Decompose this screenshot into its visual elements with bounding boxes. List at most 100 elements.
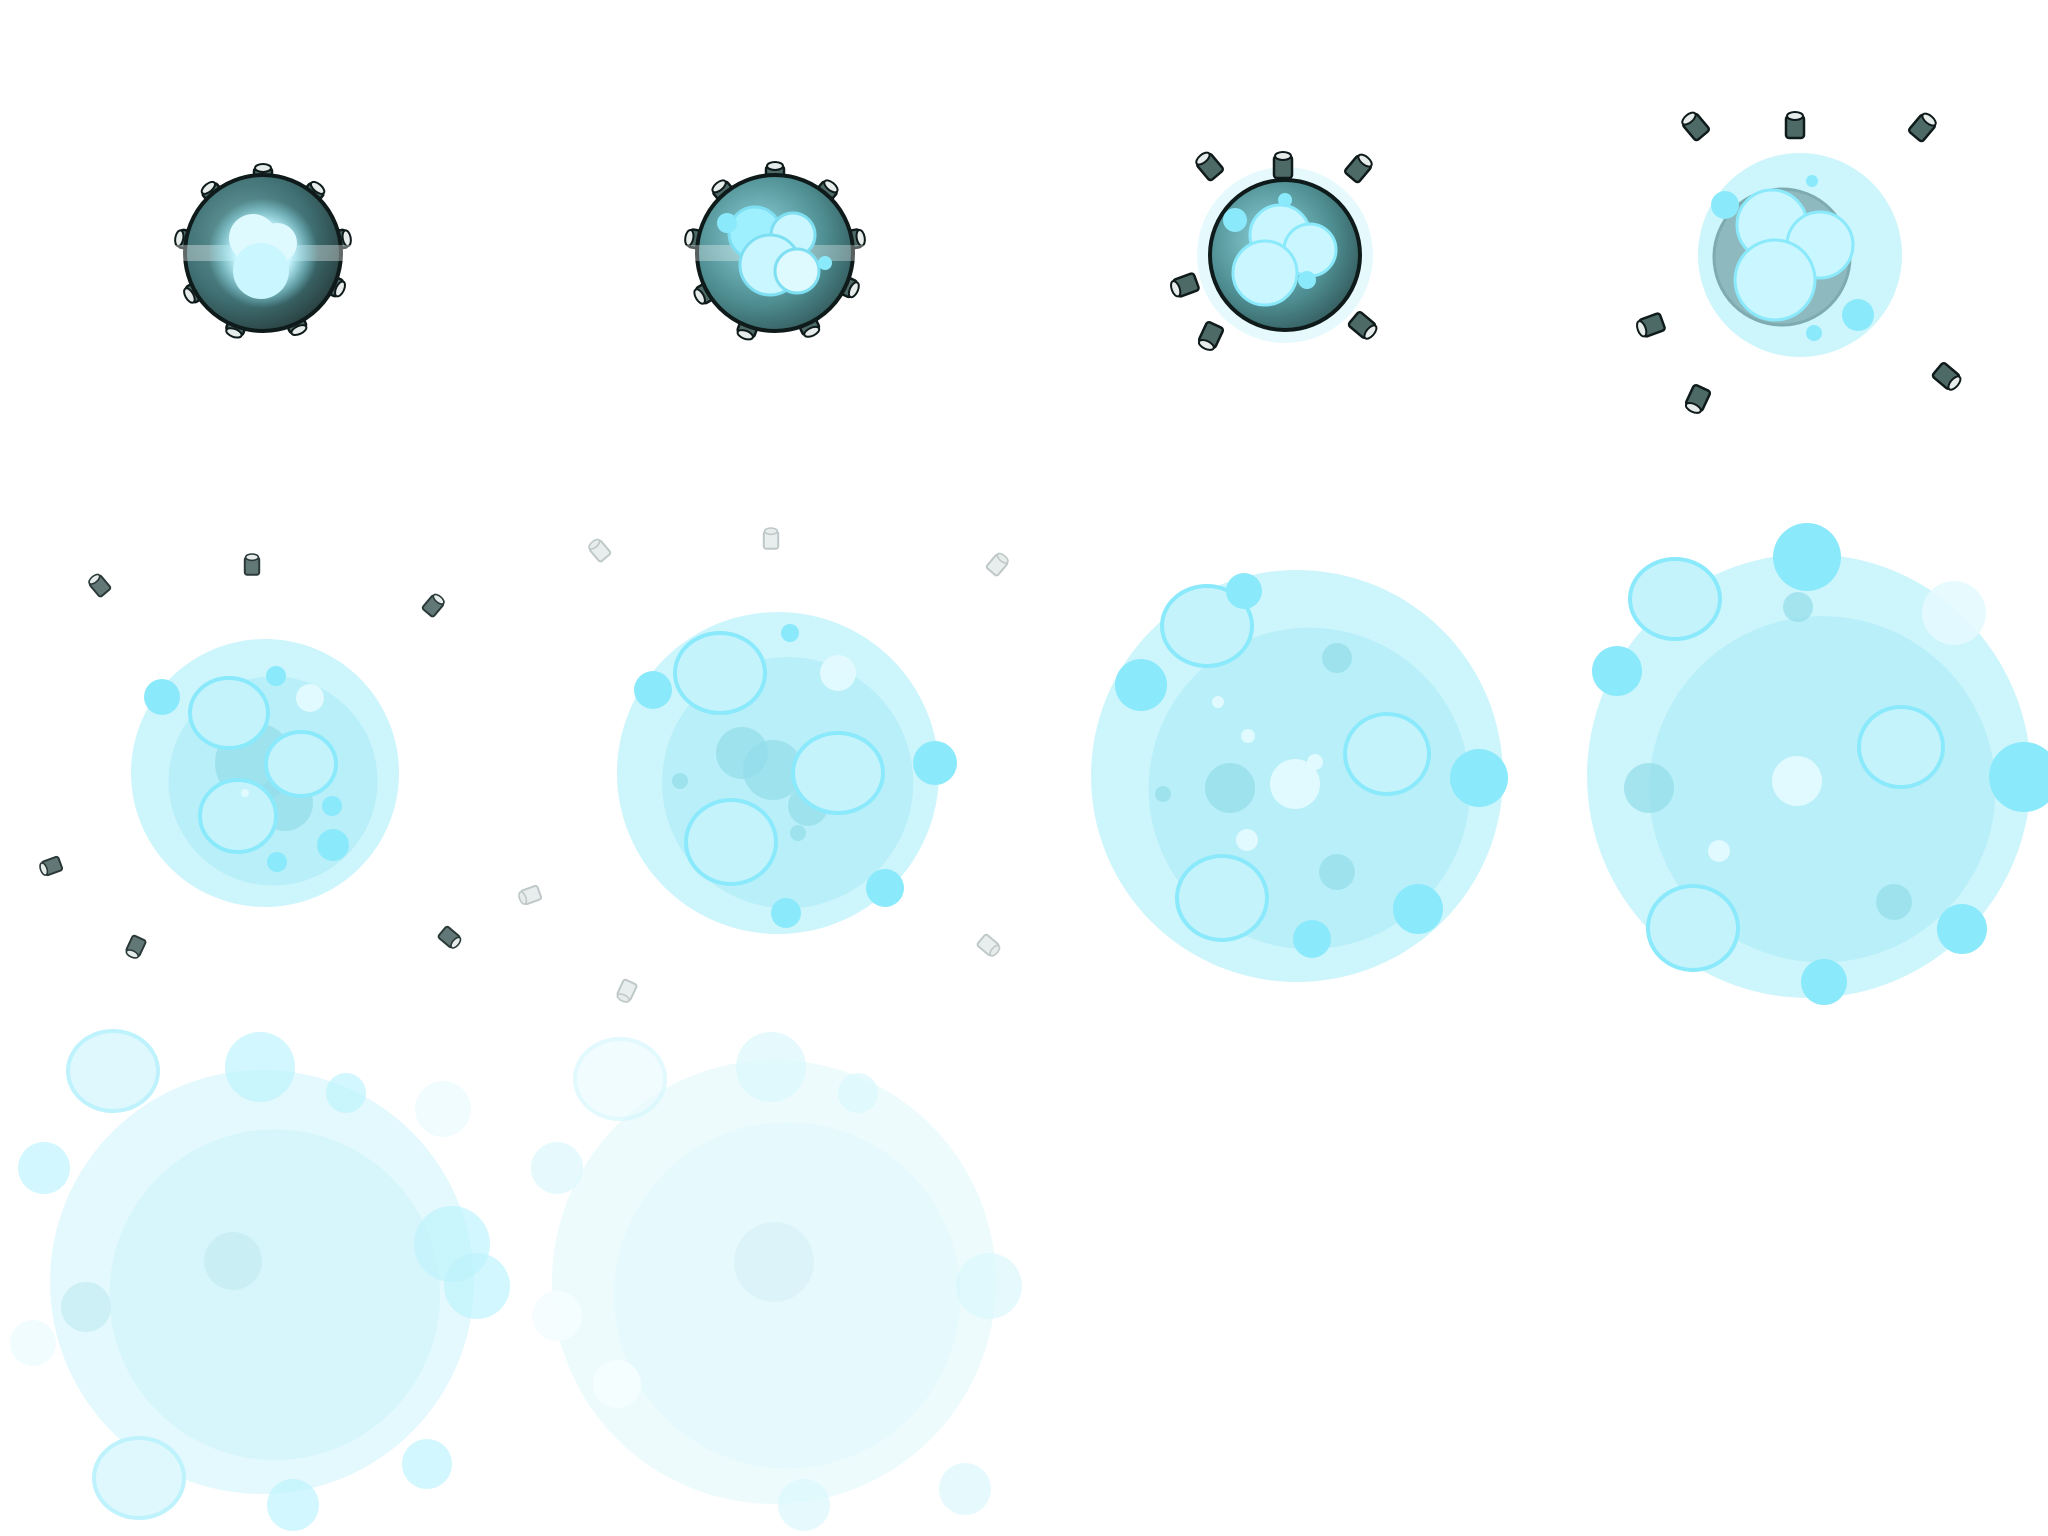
bubble-icon [781,624,799,642]
shade-bubble [1319,854,1355,890]
mine-stud-icon [1272,151,1294,180]
bubble-icon [225,1032,295,1102]
frame-3-studs-ejecting [1170,151,1378,351]
sparkle-bubble [415,1081,471,1137]
mine-stud-icon [1636,312,1666,338]
bubble-icon [1160,584,1254,668]
sparkle-bubble [1307,754,1323,770]
bubble-icon [866,869,904,907]
shade-bubble [790,825,806,841]
bubble-icon [771,898,801,928]
bubble-icon [92,1436,186,1520]
mine-stud-icon [421,593,445,618]
mine-stud-icon [125,934,147,959]
shade-bubble [1624,763,1674,813]
frame-10-cloud-dissipating [531,1032,1022,1531]
sparkle-bubble [1270,759,1320,809]
sparkle-bubble [1708,840,1730,862]
mine-stud-icon [1684,383,1712,414]
bubble-icon [1628,557,1722,641]
bubble-icon [791,731,885,815]
mine-stud-icon [243,553,261,576]
mine-stud-icon [1344,153,1373,184]
bubble-icon [818,256,832,270]
bubble-icon [322,796,342,816]
bubble-icon [778,1479,830,1531]
bubble-icon [188,676,270,750]
cloud-inner [109,1129,441,1461]
bubble-icon [1711,191,1739,219]
bubble-icon [1801,959,1847,1005]
cloud-inner [614,1122,961,1469]
mine-stud-icon [1784,111,1806,140]
bubble-icon [267,1479,319,1531]
bubble-icon [267,852,287,872]
mine-stud-icon [1931,362,1962,391]
mine-stud-icon [588,538,612,563]
bubble-icon [233,243,289,299]
bubble-icon [1278,193,1292,207]
bubble-icon [144,679,180,715]
bubble-icon [1393,884,1443,934]
shade-bubble [61,1282,111,1332]
bubble-icon [1842,299,1874,331]
bubble-icon [317,829,349,861]
bubble-icon [326,1073,366,1113]
mine-stud-icon [518,884,543,906]
bubble-icon [414,1206,490,1282]
shade-bubble [734,1222,814,1302]
bubble-icon [956,1253,1022,1319]
sparkle-bubble [1772,756,1822,806]
sparkle-bubble [241,789,249,797]
frame-4-shell-bursting [1636,111,1962,414]
bubble-icon [1857,705,1945,789]
bubble-icon [1937,904,1987,954]
shade-bubble [204,1232,262,1290]
cloud-inner [1649,616,1996,963]
bubble-icon [1733,238,1817,322]
bubble-icon [1175,854,1269,942]
bubble-icon [1989,742,2048,812]
sparkle-bubble [296,684,324,712]
bubble-icon [1231,239,1299,307]
mine-stud-icon [1347,311,1378,340]
mine-stud-icon [88,573,112,598]
sparkle-bubble [532,1291,582,1341]
frame-1-armed-mine [173,163,353,339]
sparkle-bubble [593,1360,641,1408]
mine-stud-icon [762,527,780,550]
shade-bubble [1155,786,1171,802]
bubble-icon [1343,712,1431,796]
sparkle-bubble [1236,829,1258,851]
bubble-icon [444,1253,510,1319]
bubble-icon [736,1032,806,1102]
sparkle-bubble [820,655,856,691]
bubble-icon [1450,749,1508,807]
bubble-icon [1226,573,1262,609]
bubble-icon [531,1142,583,1194]
bubble-icon [1592,646,1642,696]
bubble-icon [1806,325,1822,341]
bubble-icon [939,1463,991,1515]
bubble-icon [1115,659,1167,711]
bubble-icon [684,798,778,886]
bubble-icon [198,778,278,854]
bubble-icon [264,730,338,798]
frame-6-cloud-expanding [518,527,1009,1003]
cloud-outer [552,1060,996,1504]
frame-9-cloud-fading [10,1029,510,1531]
bubble-icon [634,671,672,709]
bubble-icon [1773,523,1841,591]
bubble-icon [402,1439,452,1489]
mine-stud-icon [39,855,64,877]
frame-5-cloud-forming [39,553,462,959]
bubble-icon [1646,884,1740,972]
bubble-icon [1298,271,1316,289]
shade-bubble [1876,884,1912,920]
bubble-icon [66,1029,160,1113]
sparkle-bubble [10,1320,56,1366]
bubble-icon [913,741,957,785]
mine-stud-icon [976,933,1001,957]
shade-bubble [672,773,688,789]
